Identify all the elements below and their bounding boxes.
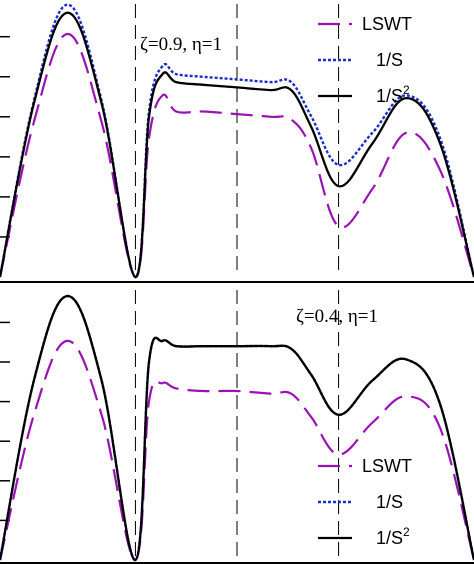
panel-top-ticks bbox=[0, 35, 10, 238]
panel-top-series bbox=[0, 3, 474, 279]
panel-bottom-annotation: ζ=0.4, η=1 bbox=[296, 306, 378, 327]
legend-lswt-label: LSWT bbox=[362, 456, 412, 476]
series-inv-s-line bbox=[0, 3, 474, 279]
legend-inv-s2-label: 1/S2 bbox=[376, 525, 410, 548]
panel-top: ζ=0.9, η=1 LSWT 1/S 1/S2 bbox=[0, 3, 474, 279]
panel-bottom: ζ=0.4, η=1 LSWT 1/S 1/S2 bbox=[0, 290, 474, 562]
panel-top-annotation: ζ=0.9, η=1 bbox=[140, 34, 222, 55]
legend-inv-s-label: 1/S bbox=[376, 492, 403, 512]
series-inv-s2-line bbox=[0, 294, 474, 562]
legend-inv-s-label: 1/S bbox=[376, 50, 403, 70]
legend-inv-s2-label: 1/S2 bbox=[376, 83, 410, 106]
panel-bottom-ticks bbox=[0, 321, 10, 522]
series-lswt-line bbox=[0, 32, 474, 279]
panel-bottom-vlines bbox=[134, 290, 340, 560]
series-inv-s2-line bbox=[0, 11, 474, 279]
panel-bottom-series bbox=[0, 294, 474, 562]
panel-top-legend: LSWT 1/S 1/S2 bbox=[318, 14, 412, 106]
panel-bottom-legend: LSWT 1/S 1/S2 bbox=[318, 456, 412, 548]
legend-lswt-label: LSWT bbox=[362, 14, 412, 34]
panel-top-vlines bbox=[134, 4, 340, 277]
series-lswt-line bbox=[0, 339, 474, 562]
